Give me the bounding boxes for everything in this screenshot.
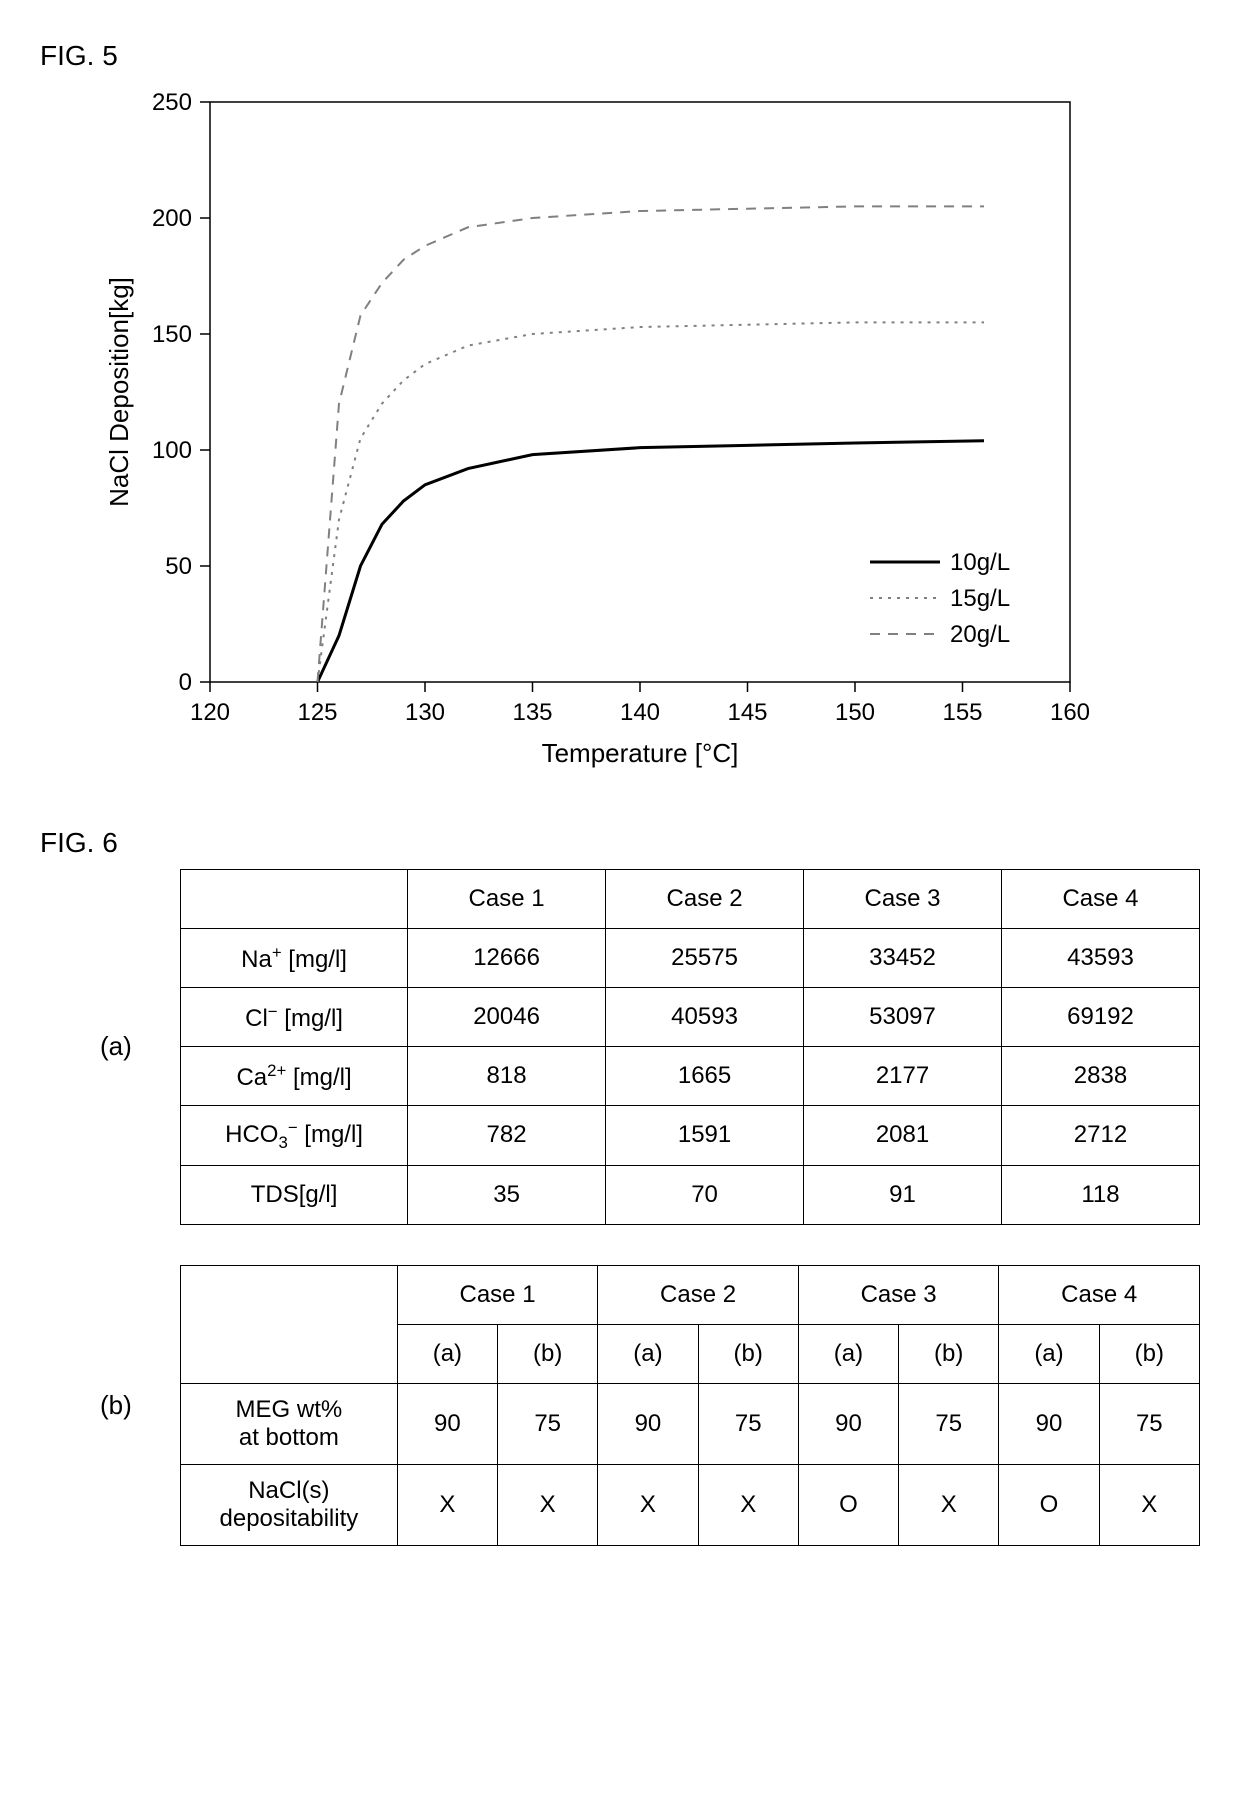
table-a-side-label: (a) bbox=[100, 1031, 150, 1062]
table-b-cell: O bbox=[798, 1464, 898, 1545]
svg-text:150: 150 bbox=[835, 699, 875, 726]
svg-text:10g/L: 10g/L bbox=[950, 549, 1010, 576]
svg-text:150: 150 bbox=[152, 321, 192, 348]
table-a-rowlabel: Na+ [mg/l] bbox=[181, 929, 408, 988]
table-b-sub-header: (a) bbox=[999, 1324, 1099, 1383]
table-a-cell: 53097 bbox=[804, 988, 1002, 1047]
table-a-cell: 1665 bbox=[606, 1047, 804, 1106]
table-b: Case 1Case 2Case 3Case 4(a)(b)(a)(b)(a)(… bbox=[180, 1265, 1200, 1546]
svg-text:100: 100 bbox=[152, 437, 192, 464]
svg-text:200: 200 bbox=[152, 205, 192, 232]
svg-text:145: 145 bbox=[727, 699, 767, 726]
svg-text:15g/L: 15g/L bbox=[950, 585, 1010, 612]
table-a-cell: 2838 bbox=[1002, 1047, 1200, 1106]
table-a-cell: 69192 bbox=[1002, 988, 1200, 1047]
table-a-cell: 12666 bbox=[408, 929, 606, 988]
fig5-label: FIG. 5 bbox=[40, 40, 1200, 72]
table-b-cell: X bbox=[598, 1464, 698, 1545]
svg-text:20g/L: 20g/L bbox=[950, 621, 1010, 648]
svg-text:155: 155 bbox=[942, 699, 982, 726]
table-b-sub-header: (b) bbox=[498, 1324, 598, 1383]
fig6-label: FIG. 6 bbox=[40, 827, 1200, 859]
table-a-rowlabel: TDS[g/l] bbox=[181, 1165, 408, 1224]
fig5-chart: 120 125 130 135 140 145 150 155 160 0 50 100 150 200 2… bbox=[100, 82, 1200, 787]
table-b-cell: 90 bbox=[798, 1383, 898, 1464]
table-b-cell: 75 bbox=[698, 1383, 798, 1464]
table-a-cell: 91 bbox=[804, 1165, 1002, 1224]
table-a-cell: 40593 bbox=[606, 988, 804, 1047]
table-a-rowlabel: Cl− [mg/l] bbox=[181, 988, 408, 1047]
table-a-rowlabel: HCO3− [mg/l] bbox=[181, 1106, 408, 1166]
table-a-header: Case 4 bbox=[1002, 870, 1200, 929]
table-b-sub-header: (b) bbox=[698, 1324, 798, 1383]
svg-text:130: 130 bbox=[405, 699, 445, 726]
table-a-cell: 818 bbox=[408, 1047, 606, 1106]
svg-text:50: 50 bbox=[165, 553, 192, 580]
svg-text:135: 135 bbox=[512, 699, 552, 726]
table-a-cell: 2081 bbox=[804, 1106, 1002, 1166]
table-b-corner bbox=[181, 1265, 398, 1383]
table-a-header: Case 2 bbox=[606, 870, 804, 929]
table-a-cell: 782 bbox=[408, 1106, 606, 1166]
table-b-cell: 75 bbox=[899, 1383, 999, 1464]
table-a-cell: 33452 bbox=[804, 929, 1002, 988]
table-a-cell: 20046 bbox=[408, 988, 606, 1047]
svg-text:125: 125 bbox=[297, 699, 337, 726]
line-chart-svg: 120 125 130 135 140 145 150 155 160 0 50 100 150 200 2… bbox=[100, 82, 1100, 782]
table-b-cell: 90 bbox=[999, 1383, 1099, 1464]
table-b-wrap: (b) Case 1Case 2Case 3Case 4(a)(b)(a)(b)… bbox=[100, 1265, 1200, 1546]
table-b-cell: X bbox=[899, 1464, 999, 1545]
table-b-cell: X bbox=[498, 1464, 598, 1545]
table-b-top-header: Case 2 bbox=[598, 1265, 799, 1324]
table-b-top-header: Case 3 bbox=[798, 1265, 999, 1324]
table-a-cell: 2712 bbox=[1002, 1106, 1200, 1166]
svg-text:Temperature [°C]: Temperature [°C] bbox=[542, 738, 739, 768]
table-a-cell: 35 bbox=[408, 1165, 606, 1224]
table-b-sub-header: (b) bbox=[899, 1324, 999, 1383]
table-b-top-header: Case 4 bbox=[999, 1265, 1200, 1324]
table-b-cell: O bbox=[999, 1464, 1099, 1545]
table-b-cell: 90 bbox=[598, 1383, 698, 1464]
table-b-cell: X bbox=[698, 1464, 798, 1545]
svg-text:250: 250 bbox=[152, 89, 192, 116]
table-a-cell: 1591 bbox=[606, 1106, 804, 1166]
table-a-rowlabel: Ca2+ [mg/l] bbox=[181, 1047, 408, 1106]
table-b-cell: 75 bbox=[498, 1383, 598, 1464]
table-b-side-label: (b) bbox=[100, 1390, 150, 1421]
table-b-cell: 75 bbox=[1099, 1383, 1199, 1464]
table-a-cell: 70 bbox=[606, 1165, 804, 1224]
table-b-rowlabel: MEG wt%at bottom bbox=[181, 1383, 398, 1464]
table-b-sub-header: (a) bbox=[798, 1324, 898, 1383]
table-a-header bbox=[181, 870, 408, 929]
table-b-cell: X bbox=[1099, 1464, 1199, 1545]
table-b-sub-header: (a) bbox=[397, 1324, 497, 1383]
svg-text:0: 0 bbox=[179, 669, 192, 696]
table-a: Case 1Case 2Case 3Case 4Na+ [mg/l]126662… bbox=[180, 869, 1200, 1225]
table-a-cell: 118 bbox=[1002, 1165, 1200, 1224]
table-a-cell: 43593 bbox=[1002, 929, 1200, 988]
svg-text:NaCl Deposition[kg]: NaCl Deposition[kg] bbox=[104, 277, 134, 507]
table-a-header: Case 3 bbox=[804, 870, 1002, 929]
table-b-sub-header: (b) bbox=[1099, 1324, 1199, 1383]
fig6-tables: (a) Case 1Case 2Case 3Case 4Na+ [mg/l]12… bbox=[100, 869, 1200, 1546]
table-a-cell: 25575 bbox=[606, 929, 804, 988]
table-b-top-header: Case 1 bbox=[397, 1265, 598, 1324]
table-b-rowlabel: NaCl(s)depositability bbox=[181, 1464, 398, 1545]
table-b-cell: X bbox=[397, 1464, 497, 1545]
table-a-header: Case 1 bbox=[408, 870, 606, 929]
svg-text:140: 140 bbox=[620, 699, 660, 726]
svg-text:160: 160 bbox=[1050, 699, 1090, 726]
table-a-cell: 2177 bbox=[804, 1047, 1002, 1106]
svg-text:120: 120 bbox=[190, 699, 230, 726]
table-a-wrap: (a) Case 1Case 2Case 3Case 4 Na+ [mg/l]12… bbox=[100, 869, 1200, 1225]
table-b-sub-header: (a) bbox=[598, 1324, 698, 1383]
table-b-cell: 90 bbox=[397, 1383, 497, 1464]
